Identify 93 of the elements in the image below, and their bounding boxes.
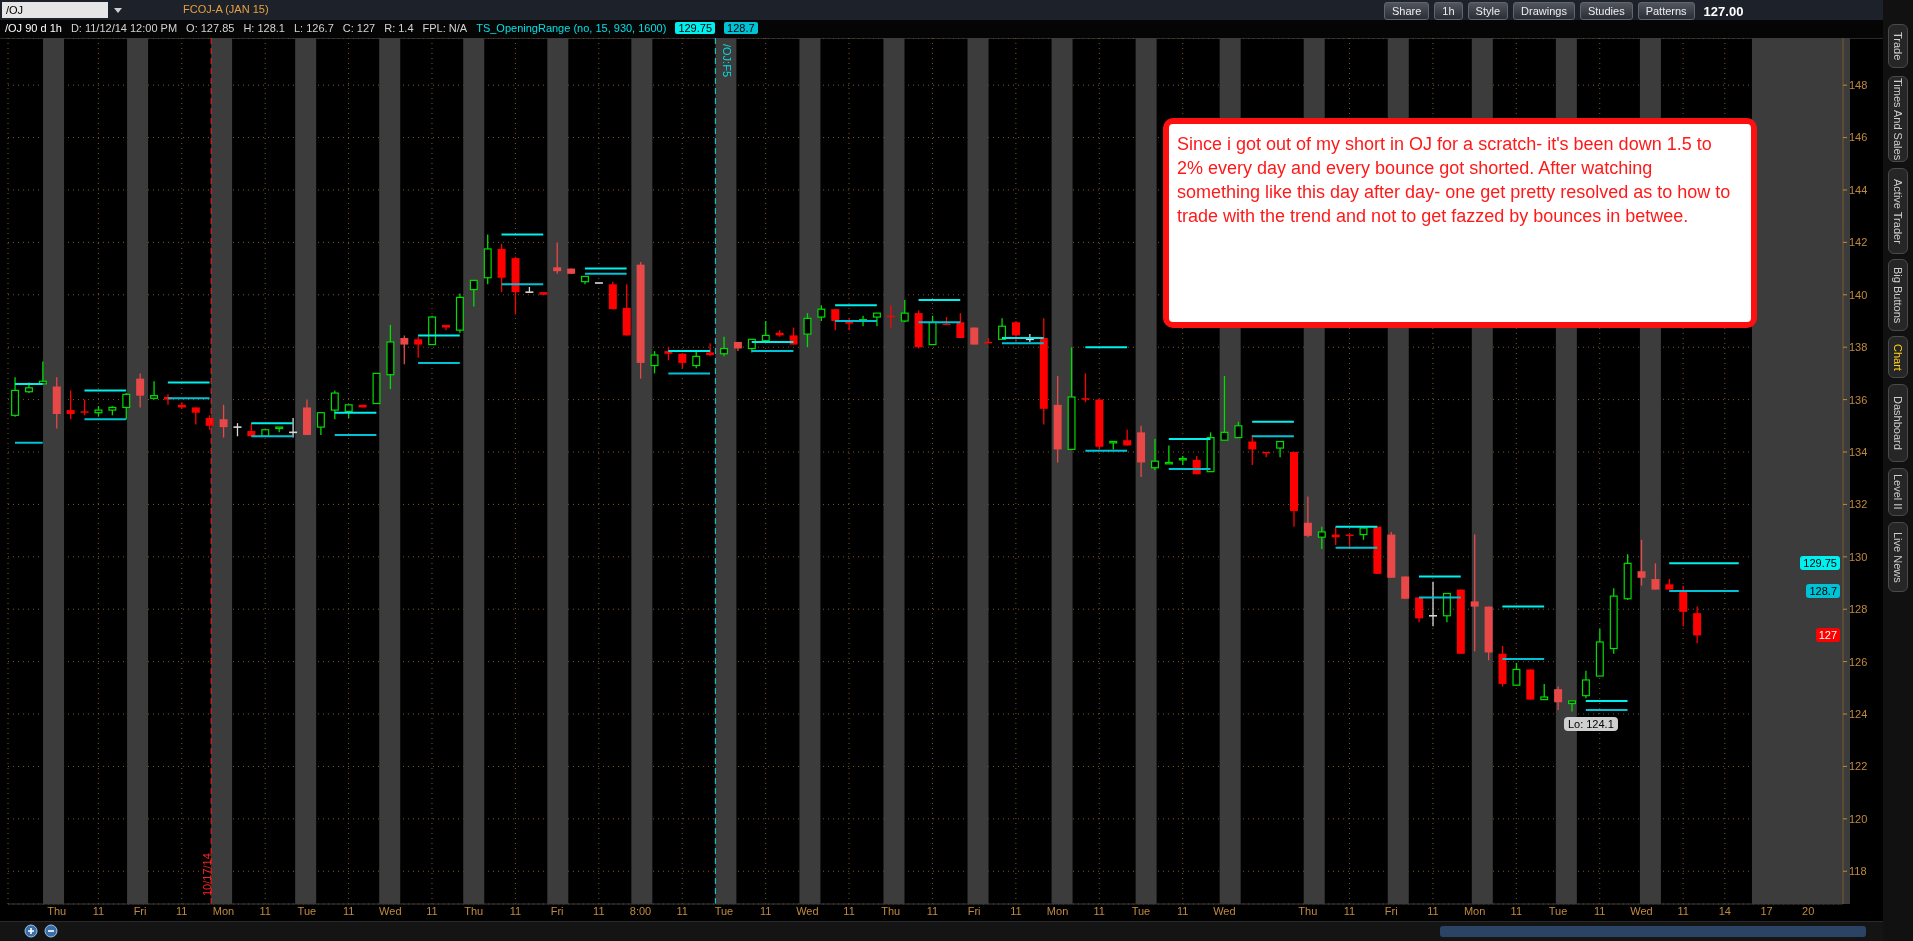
- x-tick-label: Mon: [1046, 904, 1069, 917]
- button: Studies: [1579, 2, 1633, 20]
- button: Share: [1384, 2, 1430, 20]
- x-tick-label: 11: [759, 904, 772, 917]
- x-tick-label: Fri: [133, 904, 147, 917]
- button: Drawings: [1513, 2, 1575, 20]
- text: O: 127.85: [186, 22, 235, 34]
- y-tick-label: 130: [1849, 550, 1868, 563]
- y-tick-label: 128: [1849, 603, 1868, 616]
- y-tick-label: 118: [1849, 865, 1867, 878]
- x-tick-label: 8:00: [629, 904, 652, 917]
- x-tick-label: 20: [1802, 904, 1815, 917]
- x-tick-label: Mon: [212, 904, 235, 917]
- x-tick-label: 17: [1760, 904, 1773, 917]
- button: Patterns: [1637, 2, 1695, 20]
- text: 127.00: [1703, 3, 1744, 19]
- x-tick-label: 11: [1010, 904, 1022, 917]
- text: L: 126.7: [294, 22, 334, 34]
- annotation: /OJ:F5: [719, 44, 733, 78]
- x-tick-label: 11: [1176, 904, 1189, 917]
- side-tab: Chart: [1888, 336, 1908, 378]
- y-tick-label: 144: [1849, 183, 1868, 196]
- side-tab: Level II: [1888, 468, 1908, 516]
- x-tick-label: Thu: [47, 904, 67, 917]
- x-tick-label: 11: [593, 904, 605, 917]
- y-tick-label: 146: [1849, 131, 1868, 144]
- x-tick-label: 11: [509, 904, 522, 917]
- x-tick-label: Thu: [1298, 904, 1318, 917]
- y-tick-label: 134: [1849, 445, 1868, 458]
- x-tick-label: Wed: [1213, 904, 1236, 917]
- side-tab: Live News: [1888, 522, 1908, 592]
- text: TS_OpeningRange (no, 15, 930, 1600): [476, 22, 667, 34]
- y-tick-label: 138: [1849, 341, 1868, 354]
- button: 1h: [1434, 2, 1463, 20]
- text: R: 1.4: [384, 22, 414, 34]
- chart-title: /OJ 90 d 1h: [5, 22, 62, 34]
- annotation: Lo: 124.1: [1567, 718, 1614, 731]
- side-tab: Times And Sales: [1888, 76, 1908, 162]
- x-tick-label: 11: [426, 904, 438, 917]
- x-tick-label: 11: [926, 904, 939, 917]
- x-tick-label: 11: [92, 904, 105, 917]
- x-tick-label: 11: [1510, 904, 1523, 917]
- side-tab: Trade: [1888, 24, 1908, 68]
- readout-badge: 129.75: [675, 22, 716, 34]
- price-tag: 127: [1815, 628, 1840, 643]
- button: Style: [1467, 2, 1509, 20]
- x-tick-label: Wed: [1630, 904, 1653, 917]
- side-tab: Active Trader: [1888, 168, 1908, 254]
- price-tag: 129.75: [1800, 556, 1840, 571]
- x-tick-label: Tue: [714, 904, 734, 917]
- x-tick-label: Wed: [379, 904, 402, 917]
- x-tick-label: 11: [259, 904, 271, 917]
- annotation: Since i got out of my short in OJ for a scratch- it's been down 1.5 to 2% every day and every bounce got shorted. After watching something like this day after day- one get pretty resolved as to how to trade with the trend and not to get fazzed by bounces in betwee.: [1177, 133, 1732, 228]
- x-tick-label: 14: [1718, 904, 1731, 917]
- x-tick-label: 11: [1343, 904, 1356, 917]
- x-tick-label: Tue: [1131, 904, 1151, 917]
- annotation: 10/17/14: [200, 853, 214, 896]
- x-tick-label: 11: [1093, 904, 1105, 917]
- y-tick-label: 148: [1849, 79, 1868, 92]
- x-tick-label: 11: [843, 904, 855, 917]
- side-tab: Dashboard: [1888, 384, 1908, 462]
- y-tick-label: 140: [1849, 288, 1868, 301]
- x-tick-label: Fri: [1384, 904, 1398, 917]
- x-tick-label: 11: [1427, 904, 1439, 917]
- y-tick-label: 132: [1849, 498, 1868, 511]
- x-tick-label: Fri: [550, 904, 564, 917]
- x-tick-label: Tue: [297, 904, 317, 917]
- y-tick-label: 126: [1849, 655, 1868, 668]
- x-tick-label: Wed: [796, 904, 819, 917]
- label-bubble: Lo: 124.1: [1563, 717, 1618, 732]
- y-tick-label: 120: [1849, 812, 1868, 825]
- x-tick-label: Fri: [967, 904, 981, 917]
- y-tick-label: 136: [1849, 393, 1868, 406]
- readout-badge: 128.7: [724, 22, 758, 34]
- side-tab: Big Buttons: [1888, 259, 1908, 331]
- y-tick-label: 122: [1849, 760, 1868, 773]
- y-tick-label: 142: [1849, 236, 1868, 249]
- text-field: /OJ: [2, 2, 108, 18]
- x-tick-label: 11: [676, 904, 688, 917]
- text: D: 11/12/14 12:00 PM: [70, 22, 178, 34]
- x-tick-label: 11: [1677, 904, 1689, 917]
- x-tick-label: 11: [1594, 904, 1606, 917]
- x-tick-label: Tue: [1548, 904, 1568, 917]
- x-tick-label: Mon: [1463, 904, 1486, 917]
- text: FPL: N/A: [422, 22, 468, 34]
- text: C: 127: [342, 22, 376, 34]
- x-tick-label: Thu: [464, 904, 484, 917]
- chart-subtitle: FCOJ-A (JAN 15): [183, 3, 269, 15]
- text: H: 128.1: [243, 22, 285, 34]
- x-tick-label: 11: [342, 904, 355, 917]
- y-tick-label: 124: [1849, 707, 1868, 720]
- x-tick-label: Thu: [881, 904, 901, 917]
- x-tick-label: 11: [176, 904, 188, 917]
